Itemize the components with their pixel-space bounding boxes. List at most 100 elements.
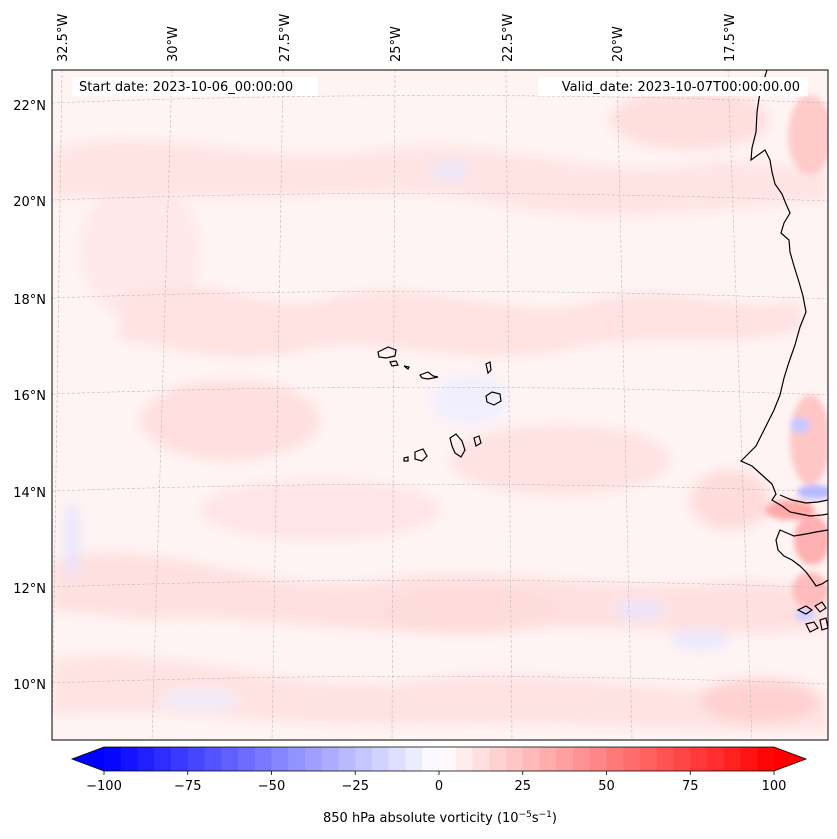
colorbar-segment [707, 747, 725, 771]
colorbar-segment [656, 747, 674, 771]
colorbar-segment [606, 747, 624, 771]
colorbar-segment [104, 747, 122, 771]
lat-label-20n: 20°N [13, 195, 46, 210]
colorbar-segment [271, 747, 289, 771]
vorticity-band-central [120, 285, 800, 357]
cape-verde-islands [377, 346, 502, 462]
island-santo-antao [377, 346, 397, 359]
island-brava [403, 456, 409, 462]
start-date-box: Start date: 2023-10-06_00:00:00 [72, 77, 318, 96]
colorbar-segment [171, 747, 189, 771]
colorbar-segment [388, 747, 406, 771]
graticule [52, 70, 828, 740]
colorbar-tick-label: 0 [435, 779, 443, 794]
coastal-negative-patch [797, 485, 828, 499]
parallel-20n [52, 192, 828, 202]
lat-label-18n: 18°N [13, 293, 46, 308]
parallel-10n [52, 675, 828, 685]
longitude-labels: 32.5°W 30°W 27.5°W 25°W 22.5°W 20°W 17.5… [56, 14, 738, 62]
negative-vorticity-patch [430, 160, 470, 180]
meridian-30w [151, 70, 173, 740]
lon-label-22.5w: 22.5°W [501, 14, 516, 62]
negative-vorticity-patch [160, 690, 240, 710]
meridian-25w [391, 70, 396, 740]
colorbar-segment [740, 747, 758, 771]
colorbar-segment [405, 747, 423, 771]
parallel-16n [52, 386, 828, 396]
valid-date-text: Valid_date: 2023-10-07T00:00:00.00 [562, 80, 800, 95]
colorbar-segment [673, 747, 691, 771]
island-sao-nicolau [419, 371, 439, 380]
lon-label-32.5w: 32.5°W [56, 14, 71, 62]
colorbar-segment [338, 747, 356, 771]
valid-date-box: Valid_date: 2023-10-07T00:00:00.00 [538, 77, 808, 96]
meridian-20w [616, 70, 633, 740]
vorticity-band-far-south [52, 655, 828, 732]
colorbar-label-end: ) [552, 811, 557, 826]
colorbar-segment [137, 747, 155, 771]
map-panel [52, 70, 828, 740]
colorbar-tick-label: −50 [258, 779, 285, 794]
negative-vorticity-patch [430, 375, 510, 425]
colorbar-segment [640, 747, 658, 771]
colorbar-segment [321, 747, 339, 771]
lon-label-20w: 20°W [611, 26, 626, 62]
parallel-14n [52, 483, 828, 493]
colorbar-tick-label: 75 [682, 779, 699, 794]
colorbar-segment [723, 747, 741, 771]
colorbar-tick-label: −75 [174, 779, 201, 794]
colorbar-tick-label: 50 [598, 779, 615, 794]
negative-vorticity-patch [64, 500, 80, 580]
colorbar-segments [72, 747, 806, 771]
colorbar-segment [472, 747, 490, 771]
colorbar-label-exp2: −1 [539, 810, 552, 820]
negative-vorticity-patch [615, 600, 665, 620]
coastal-negative-patch [795, 609, 815, 621]
colorbar-segment [187, 747, 205, 771]
coastal-positive-patch [792, 572, 828, 608]
colorbar-tick-label: −100 [86, 779, 122, 794]
colorbar-segment [154, 747, 172, 771]
colorbar-segment [204, 747, 222, 771]
colorbar-tick-label: −25 [342, 779, 369, 794]
colorbar-segment [539, 747, 557, 771]
island-sal [485, 361, 492, 375]
island-maio [473, 435, 482, 447]
island-boa-vista [485, 391, 502, 406]
colorbar-segment [439, 747, 457, 771]
colorbar-segment [355, 747, 373, 771]
colorbar-segment [254, 747, 272, 771]
colorbar-segment [623, 747, 641, 771]
vorticity-blob [610, 90, 770, 150]
colorbar-segment [757, 747, 775, 771]
coastal-positive-patch [790, 395, 828, 485]
latitude-labels: 22°N 20°N 18°N 16°N 14°N 12°N 10°N [13, 99, 46, 693]
meridian-32.5w [52, 70, 63, 740]
meridian-22.5w [505, 70, 513, 740]
colorbar-segment [690, 747, 708, 771]
colorbar-segment [238, 747, 256, 771]
coastal-negative-patch [790, 417, 810, 433]
island-santiago [449, 433, 466, 458]
colorbar-label-mid: s [532, 811, 539, 826]
lon-label-25w: 25°W [389, 26, 404, 62]
island-sao-vicente [389, 360, 399, 367]
colorbar-segment [522, 747, 540, 771]
colorbar-segment [573, 747, 591, 771]
lon-label-17.5w: 17.5°W [723, 14, 738, 62]
colorbar-segment [489, 747, 507, 771]
coastline-guinea-bissau [775, 529, 828, 587]
vorticity-blob [140, 380, 320, 460]
lat-label-14n: 14°N [13, 486, 46, 501]
parallel-22n [52, 95, 828, 104]
bissagos-islands [796, 601, 828, 633]
colorbar-segment [221, 747, 239, 771]
colorbar-segment [372, 747, 390, 771]
valid-date-background [538, 77, 808, 96]
vorticity-field [52, 90, 828, 732]
lat-label-12n: 12°N [13, 582, 46, 597]
colorbar-extend-max [774, 747, 806, 771]
colorbar-segment [506, 747, 524, 771]
vorticity-blob [690, 470, 770, 530]
